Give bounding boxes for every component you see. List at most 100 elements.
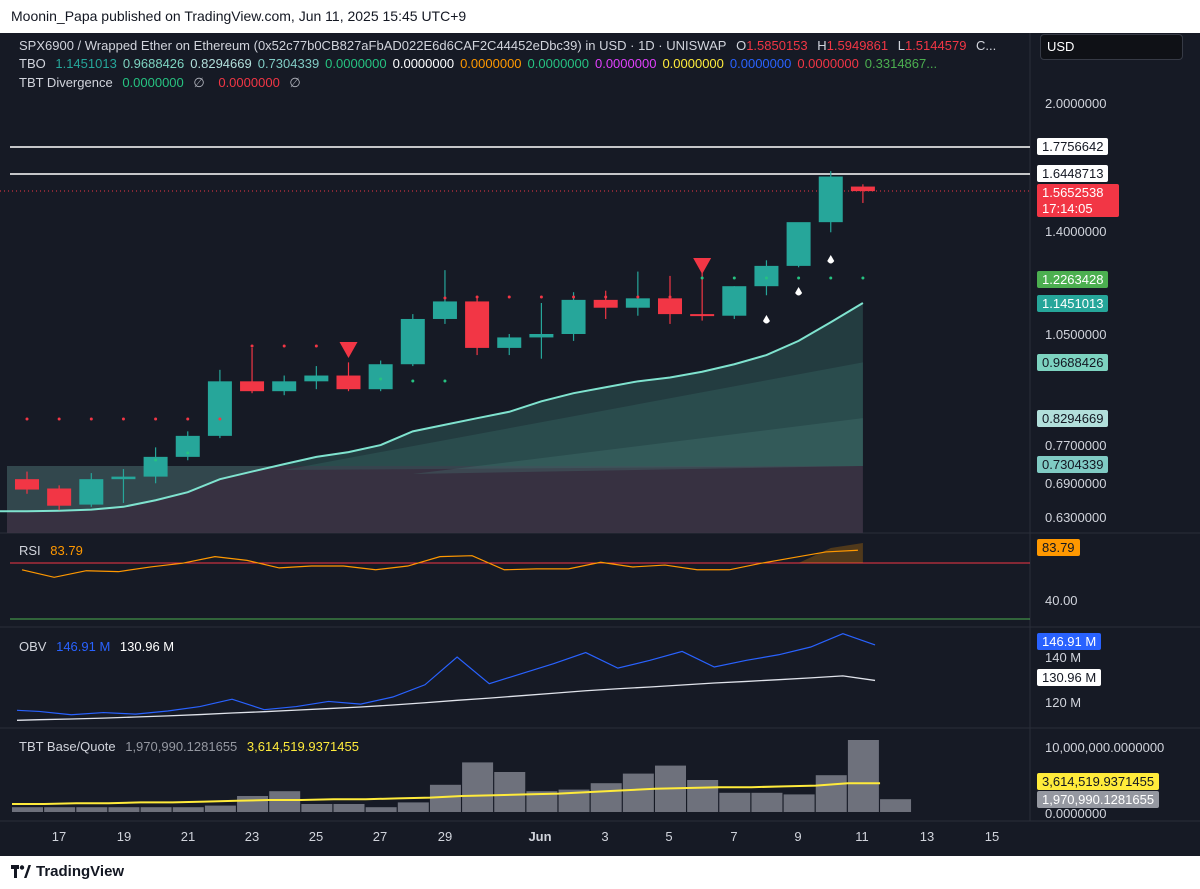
signal-dot-green xyxy=(186,451,190,455)
price-tag-hline-2: 1.6448713 xyxy=(1037,165,1109,182)
tbo-cloud-teal xyxy=(7,302,863,512)
price-tag-hline-1: 1.7756642 xyxy=(1037,138,1109,155)
candle-body xyxy=(561,299,586,334)
candle-body xyxy=(207,381,232,436)
x-label-month: Jun xyxy=(528,829,552,844)
candle-body xyxy=(754,265,779,287)
open-value: 1.5850153 xyxy=(746,38,808,53)
countdown-tag: 17:14:05 xyxy=(1037,200,1119,217)
signal-dot-green xyxy=(700,276,704,280)
tbt-div-s2: ∅ xyxy=(289,75,301,90)
candle-body xyxy=(272,381,297,392)
x-label: 9 xyxy=(794,829,802,844)
price-tick: 1.4000000 xyxy=(1045,224,1107,239)
tbt-bq-volume-bar xyxy=(108,807,140,812)
candle-body xyxy=(79,479,104,505)
high-value: 1.5949861 xyxy=(826,38,889,53)
signal-dot-green xyxy=(379,377,383,381)
tbt-bq-volume-bar xyxy=(751,792,783,812)
tbt-bq-tick-bottom: 0.0000000 xyxy=(1045,806,1107,821)
price-tag-tbo-mid: 0.9688426 xyxy=(1037,354,1109,371)
tbt-bq-volume-bar xyxy=(622,773,654,812)
chart-area[interactable] xyxy=(0,33,1200,856)
x-label: 27 xyxy=(372,829,388,844)
tbo-legend: TBO 1.1451013 0.9688426 0.8294669 0.7304339… xyxy=(19,56,943,71)
x-label: 29 xyxy=(437,829,453,844)
symbol-legend: SPX6900 / Wrapped Ether on Ethereum (0x5… xyxy=(19,38,1002,53)
tbt-bq-ma-line xyxy=(12,782,881,805)
tbt-bq-legend: TBT Base/Quote 1,970,990.1281655 3,614,5… xyxy=(19,739,365,754)
tbt-bq-volume-bar xyxy=(462,762,494,812)
obv-tag: 146.91 M xyxy=(1037,633,1102,650)
tbo-value: 0.0000000 xyxy=(594,56,657,71)
candle-body xyxy=(529,334,554,338)
candle-body xyxy=(658,298,682,315)
sell-signal-icon xyxy=(339,342,358,358)
x-label: 17 xyxy=(51,829,67,844)
currency-button[interactable]: USD xyxy=(1040,34,1183,60)
tbt-bq-tick-top: 10,000,000.0000000 xyxy=(1045,740,1165,755)
tbt-bq-volume-bar xyxy=(12,807,43,812)
tbt-bq-v1: 1,970,990.1281655 xyxy=(125,739,238,754)
signal-dot-red xyxy=(636,295,640,299)
rsi-legend: RSI 83.79 xyxy=(19,543,89,558)
tbt-divergence-legend: TBT Divergence 0.0000000 ∅ 0.0000000 ∅ xyxy=(19,75,307,91)
tbo-value: 0.3314867... xyxy=(864,56,938,71)
tbt-bq-volume-bar xyxy=(365,807,397,812)
price-tag-green: 1.2263428 xyxy=(1037,271,1109,288)
obv-line xyxy=(16,633,876,716)
signal-dot-red xyxy=(443,296,447,300)
signal-dot-green xyxy=(411,379,415,383)
tbt-bq-volume-bar xyxy=(558,789,590,812)
tbt-bq-tag-vol: 1,970,990.1281655 xyxy=(1037,791,1160,808)
candle-body xyxy=(497,337,522,348)
price-tag-tbo-slow: 0.8294669 xyxy=(1037,410,1109,427)
signal-dot-red xyxy=(250,344,254,348)
tbo-value: 0.8294669 xyxy=(190,56,252,71)
price-tag-tbo-fast: 1.1451013 xyxy=(1037,295,1109,312)
signal-dot-red xyxy=(154,417,158,421)
obv-ma-tag: 130.96 M xyxy=(1037,669,1102,686)
chart-canvas[interactable] xyxy=(0,33,1200,856)
signal-dot-green xyxy=(797,276,801,280)
tbo-band-slow xyxy=(412,418,863,474)
obv-value: 146.91 M xyxy=(56,639,111,654)
signal-dot-green xyxy=(829,276,833,280)
tbo-value: 1.1451013 xyxy=(55,56,117,71)
tbt-bq-volume-bar xyxy=(719,792,751,812)
tbt-bq-volume-bar xyxy=(204,805,236,812)
candle-body xyxy=(47,488,72,506)
published-bar: Moonin_Papa published on TradingView.com… xyxy=(0,0,1200,33)
price-tick: 0.7700000 xyxy=(1045,438,1107,453)
candle-body xyxy=(850,186,875,192)
tbt-bq-volume-bar xyxy=(172,807,204,812)
x-label: 13 xyxy=(919,829,935,844)
tbo-fast-line xyxy=(0,302,864,513)
signal-dot-red xyxy=(121,417,125,421)
tbt-div-v2: 0.0000000 xyxy=(218,75,280,90)
tbt-bq-volume-bar xyxy=(847,740,879,812)
low-value: 1.5144579 xyxy=(904,38,967,53)
x-label: 23 xyxy=(244,829,260,844)
close-label: C... xyxy=(976,38,997,53)
tbt-bq-volume-bar xyxy=(301,804,333,812)
candle-body xyxy=(465,301,490,348)
candle-body xyxy=(400,318,425,365)
signal-dot-red xyxy=(314,344,318,348)
obv-tick: 120 M xyxy=(1045,695,1082,710)
signal-dot-green xyxy=(764,276,768,280)
tbt-bq-volume-bar xyxy=(429,784,461,812)
tbt-bq-label: TBT Base/Quote xyxy=(19,739,116,754)
signal-dot-green xyxy=(732,276,736,280)
candle-body xyxy=(304,375,329,382)
tradingview-logo-icon xyxy=(11,864,31,878)
signal-dot-red xyxy=(25,417,29,421)
signal-dot-red xyxy=(668,295,672,299)
rsi-tick: 40.00 xyxy=(1045,593,1078,608)
x-label: 7 xyxy=(730,829,738,844)
tbt-bq-tag-ma: 3,614,519.9371455 xyxy=(1037,773,1160,790)
signal-dot-red xyxy=(282,344,286,348)
price-tag-current: 1.5652538 xyxy=(1037,184,1119,201)
x-label: 15 xyxy=(984,829,1000,844)
tradingview-logo[interactable]: TradingView xyxy=(11,863,124,880)
